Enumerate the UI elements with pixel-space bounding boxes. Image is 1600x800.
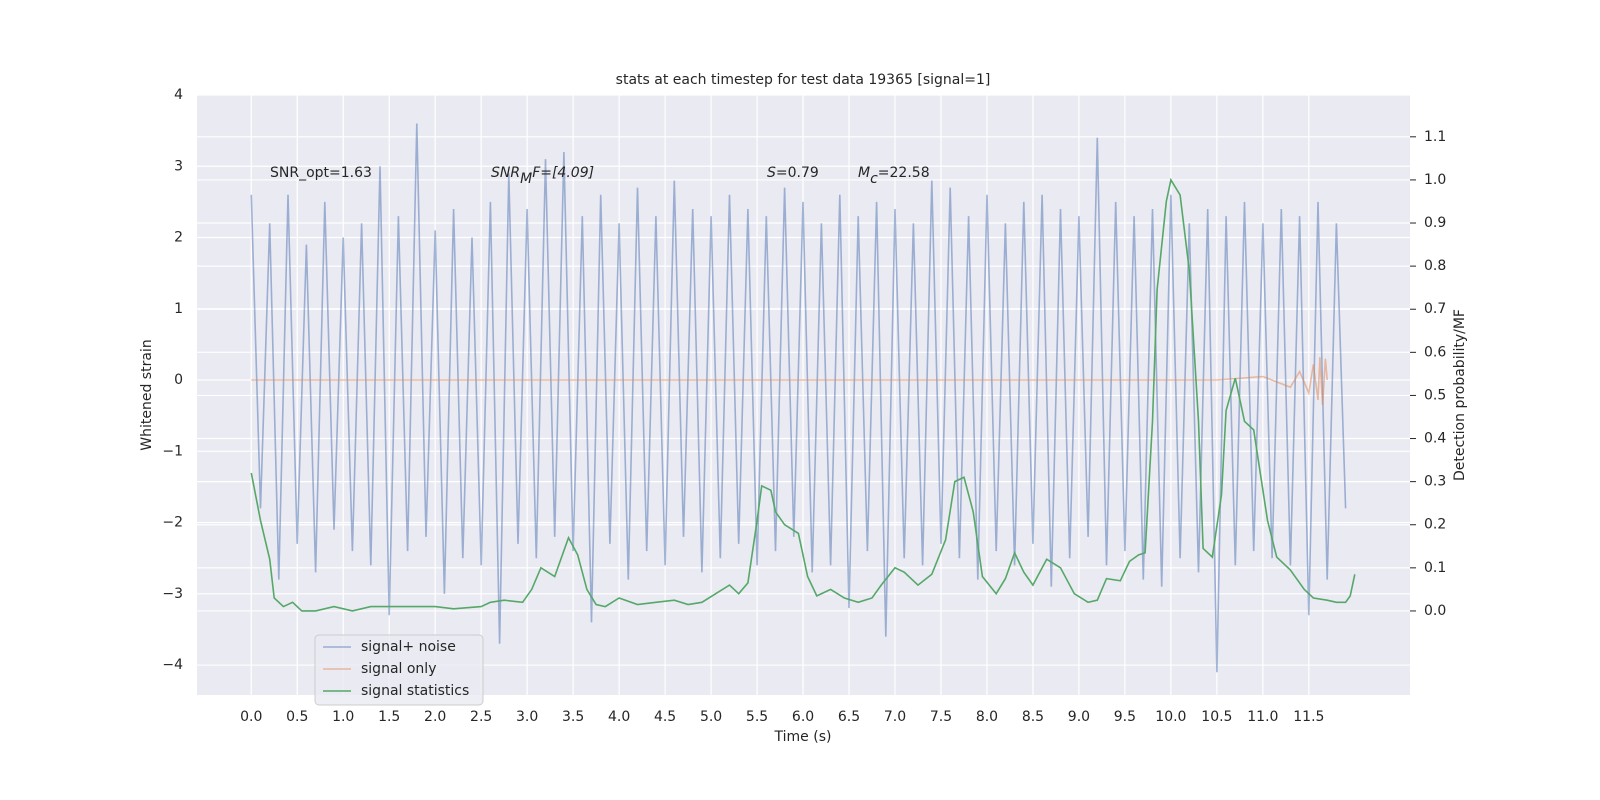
x-tick-label: 0.5 [286, 709, 308, 725]
x-tick-label: 11.0 [1247, 709, 1278, 725]
y-tick-label: −2 [162, 515, 183, 531]
y-tick-label: −3 [162, 586, 183, 602]
annotation-text: S [767, 165, 776, 181]
y-tick-label: 0 [174, 372, 183, 388]
annotation: S=0.79 [767, 165, 819, 181]
annotation-text: SNR_opt=1.63 [270, 165, 372, 181]
series-line [251, 357, 1328, 406]
x-tick-label: 10.0 [1155, 709, 1186, 725]
annotation-text: F=[4.09] [532, 165, 594, 181]
y-tick-label: 2 [174, 230, 183, 246]
legend-label: signal only [361, 661, 436, 677]
x-tick-label: 3.0 [516, 709, 538, 725]
annotation-subscript: c [870, 171, 878, 187]
annotation: SNRMF=[4.09] [491, 165, 594, 187]
x-tick-label: 1.5 [378, 709, 400, 725]
x-tick-label: 5.0 [700, 709, 722, 725]
x-tick-label: 2.0 [424, 709, 446, 725]
x-tick-label: 10.5 [1201, 709, 1232, 725]
chart-title: stats at each timestep for test data 193… [616, 72, 991, 88]
y2-axis-label: Detection probability/MF [1452, 309, 1468, 481]
annotation: Mc=22.58 [858, 165, 930, 187]
y-tick-label: 3 [174, 158, 183, 174]
annotation-text: =0.79 [776, 165, 819, 181]
x-tick-label: 0.0 [240, 709, 262, 725]
y2-tick-label: 0.2 [1424, 517, 1446, 533]
annotation-subscript: M [520, 171, 532, 187]
y2-tick-label: 1.0 [1424, 172, 1446, 188]
plot [250, 123, 1356, 673]
y2-tick-label: 0.8 [1424, 258, 1446, 274]
x-tick-label: 9.0 [1068, 709, 1090, 725]
y2-tick-label: 0.0 [1424, 603, 1446, 619]
x-tick-label: 4.0 [608, 709, 630, 725]
annotation: SNR_opt=1.63 [270, 165, 372, 181]
x-axis-label: Time (s) [774, 729, 832, 745]
y-tick-label: −4 [162, 657, 183, 673]
y2-tick-label: 0.9 [1424, 215, 1446, 231]
y-tick-label: 1 [174, 301, 183, 317]
x-tick-label: 11.5 [1293, 709, 1324, 725]
legend-label: signal+ noise [361, 639, 456, 655]
annotation-text: M [858, 165, 870, 181]
x-tick-label: 8.5 [1022, 709, 1044, 725]
legend-box [314, 634, 484, 706]
y2-tick-label: 0.3 [1424, 474, 1446, 490]
y-axis-label: Whitened strain [139, 339, 155, 450]
legend-label: signal statistics [361, 683, 469, 699]
x-tick-label: 7.5 [930, 709, 952, 725]
y2-tick-label: 0.6 [1424, 344, 1446, 360]
x-tick-label: 5.5 [746, 709, 768, 725]
y2-tick-label: 0.7 [1424, 301, 1446, 317]
y2-tick-label: 1.1 [1424, 129, 1446, 145]
x-tick-label: 7.0 [884, 709, 906, 725]
y-tick-label: 4 [174, 87, 183, 103]
x-tick-label: 6.0 [792, 709, 814, 725]
x-tick-label: 8.0 [976, 709, 998, 725]
x-tick-label: 3.5 [562, 709, 584, 725]
x-tick-label: 9.5 [1114, 709, 1136, 725]
y-tick-label: −1 [162, 443, 183, 459]
series-line [250, 123, 1347, 673]
series-line [250, 177, 1356, 612]
annotation-text: =22.58 [878, 165, 930, 181]
x-tick-label: 1.0 [332, 709, 354, 725]
x-tick-label: 6.5 [838, 709, 860, 725]
x-tick-label: 4.5 [654, 709, 676, 725]
legend: signal+ noise signal only signal statistic… [314, 634, 484, 706]
y2-tick-label: 0.4 [1424, 431, 1446, 447]
x-tick-label: 2.5 [470, 709, 492, 725]
y2-tick-label: 0.1 [1424, 560, 1446, 576]
y2-tick-label: 0.5 [1424, 387, 1446, 403]
annotation-text: SNR [491, 165, 520, 181]
